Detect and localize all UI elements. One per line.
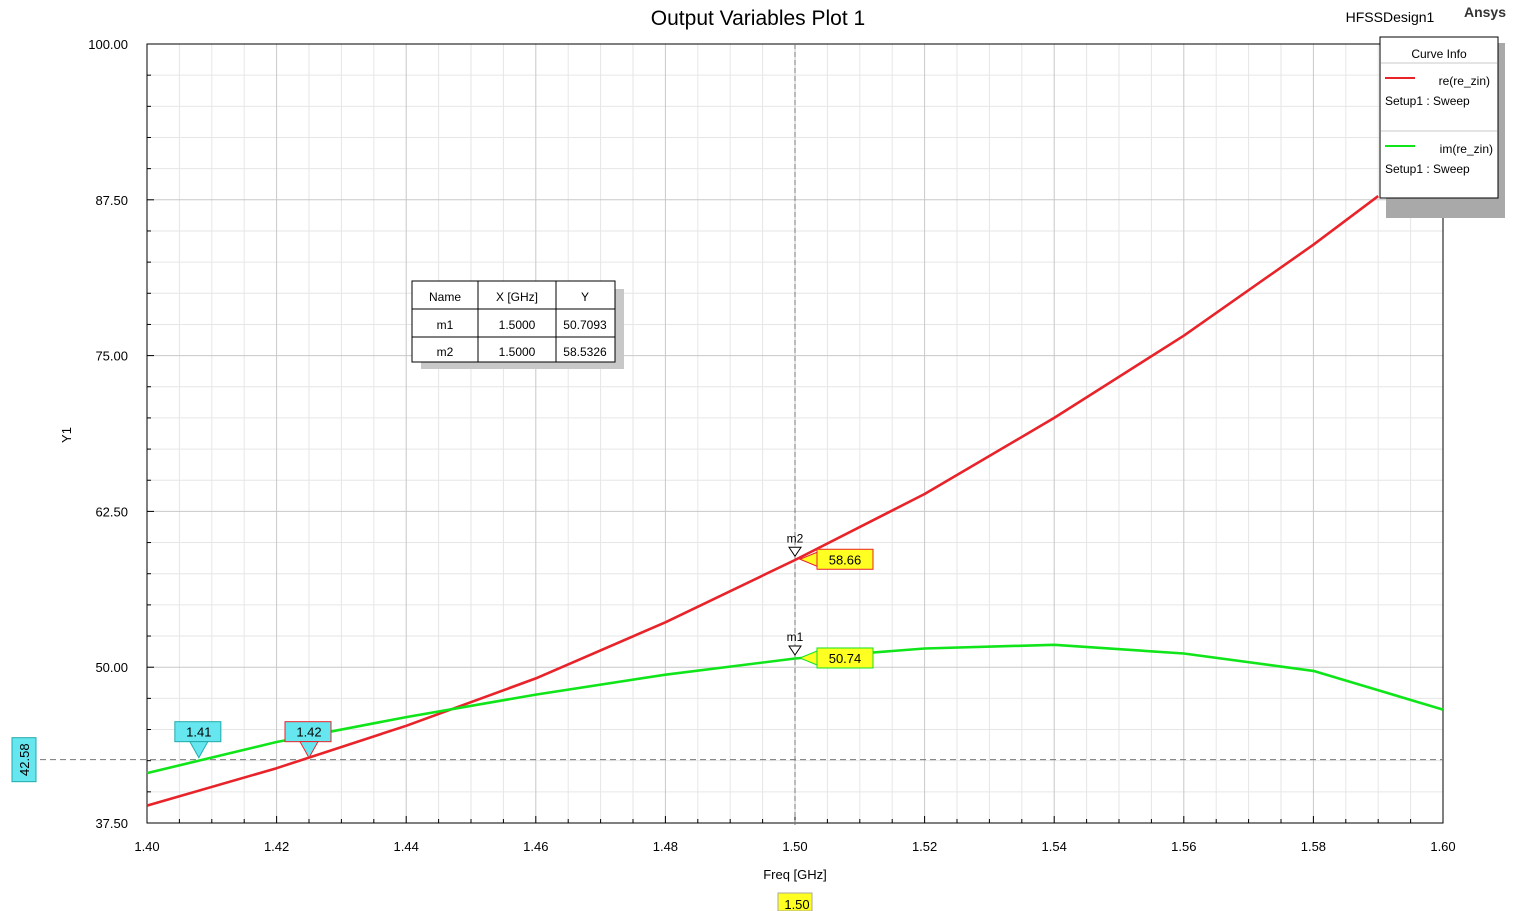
y-cursor-readout-box bbox=[11, 737, 37, 783]
chart-title: Output Variables Plot 1 bbox=[651, 7, 865, 30]
x-axis: 1.40 1.42 1.44 1.46 1.48 1.50 1.52 1.54 1.56 1.58… bbox=[134, 816, 1456, 854]
marker-callout-box bbox=[816, 548, 874, 570]
x-axis-label: Freq [GHz] bbox=[763, 867, 827, 882]
crossing-marker-pointer bbox=[299, 741, 319, 759]
marker-value-label: 50.74 bbox=[829, 651, 862, 666]
x-cursor-readout: 1.50 bbox=[784, 897, 809, 911]
table-header-name: Name bbox=[429, 290, 461, 304]
legend-item-label: im(re_zin) bbox=[1440, 142, 1493, 156]
table-header-y: Y bbox=[581, 290, 589, 304]
marker-triangle-icon bbox=[788, 546, 802, 558]
series-line-im bbox=[146, 643, 1444, 775]
x-tick-label: 1.42 bbox=[264, 839, 289, 854]
table-cell: m2 bbox=[437, 345, 454, 359]
y-tick-label: 50.00 bbox=[95, 660, 128, 675]
x-cursor-readout-box bbox=[777, 892, 813, 911]
y-cursor-readout: 42.58 bbox=[17, 743, 32, 776]
x-tick-label: 1.40 bbox=[134, 839, 159, 854]
y-tick-label: 75.00 bbox=[95, 349, 128, 364]
x-tick-label: 1.60 bbox=[1430, 839, 1455, 854]
x-tick-label: 1.50 bbox=[782, 839, 807, 854]
y-tick-label: 87.50 bbox=[95, 193, 128, 208]
legend-item-setup: Setup1 : Sweep bbox=[1385, 162, 1470, 176]
x-tick-label: 1.52 bbox=[912, 839, 937, 854]
markers-layer: m2 58.66 m1 50.74 1.41 1.42 bbox=[174, 531, 874, 759]
legend-item-setup: Setup1 : Sweep bbox=[1385, 94, 1470, 108]
x-tick-label: 1.54 bbox=[1042, 839, 1067, 854]
table-cell: 58.5326 bbox=[563, 345, 607, 359]
table-cell: m1 bbox=[437, 318, 454, 332]
table-cell: 1.5000 bbox=[499, 345, 536, 359]
marker-value-label: 58.66 bbox=[829, 552, 862, 567]
marker-triangle-icon bbox=[788, 645, 802, 656]
crossing-marker-label: 1.42 bbox=[296, 725, 321, 740]
x-tick-label: 1.44 bbox=[394, 839, 419, 854]
y-tick-label: 62.50 bbox=[95, 504, 128, 519]
legend-item-label: re(re_zin) bbox=[1439, 74, 1490, 88]
table-cell: 1.5000 bbox=[499, 318, 536, 332]
marker-callout-pointer bbox=[798, 650, 818, 666]
table-header-x: X [GHz] bbox=[496, 290, 538, 304]
marker-name: m1 bbox=[787, 630, 804, 644]
y-tick-label: 37.50 bbox=[95, 816, 128, 831]
minor-grid bbox=[147, 44, 1443, 823]
table-cell: 50.7093 bbox=[563, 318, 607, 332]
y-tick-label: 100.00 bbox=[88, 37, 128, 52]
marker-table[interactable]: Name X [GHz] Y m1 1.5000 50.7093 m2 1.50… bbox=[411, 280, 624, 369]
series-line-re bbox=[146, 195, 1379, 807]
marker-callout-box bbox=[816, 647, 874, 669]
x-tick-label: 1.46 bbox=[523, 839, 548, 854]
cursor-lines: 42.58 1.50 bbox=[11, 44, 1443, 911]
crossing-marker-pointer bbox=[188, 741, 209, 759]
y-axis-label: Y1 bbox=[59, 427, 74, 443]
series-layer bbox=[146, 195, 1444, 807]
legend-box[interactable]: Curve Info re(re_zin) Setup1 : Sweep im(… bbox=[1379, 36, 1505, 218]
design-name: HFSSDesign1 bbox=[1346, 9, 1435, 25]
brand-logo: Ansys bbox=[1464, 4, 1506, 20]
x-tick-label: 1.58 bbox=[1301, 839, 1326, 854]
y-axis: 37.50 50.00 62.50 75.00 87.50 100.00 bbox=[88, 37, 154, 831]
crossing-marker-label: 1.41 bbox=[186, 725, 211, 740]
legend-title: Curve Info bbox=[1411, 47, 1467, 61]
x-tick-label: 1.56 bbox=[1171, 839, 1196, 854]
x-tick-label: 1.48 bbox=[653, 839, 678, 854]
marker-name: m2 bbox=[787, 531, 804, 545]
